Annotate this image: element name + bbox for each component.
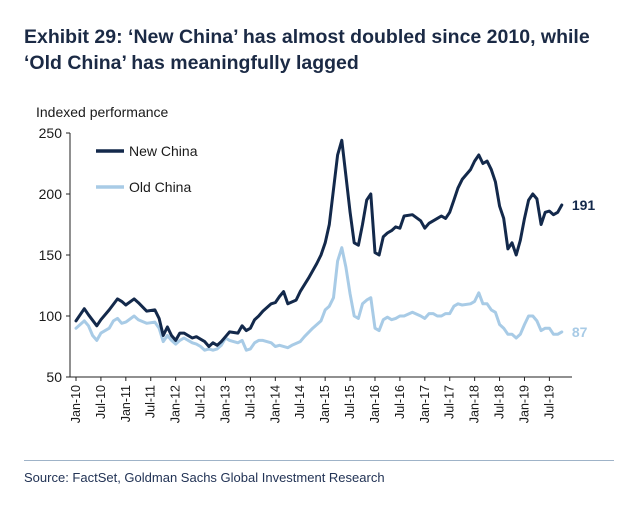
x-tick-label: Jul-12 <box>194 385 208 419</box>
page-title: Exhibit 29: ‘New China’ has almost doubl… <box>24 26 590 74</box>
x-tick-label: Jul-17 <box>443 385 457 419</box>
x-tick-label: Jan-12 <box>169 385 183 423</box>
chart-legend: New China Old China <box>96 143 198 195</box>
x-tick-label: Jan-18 <box>468 385 482 423</box>
y-axis-label: Indexed performance <box>36 104 169 120</box>
y-tick-label: 50 <box>46 369 62 385</box>
series-lines <box>74 138 564 352</box>
y-tick-label: 100 <box>39 308 63 324</box>
x-tick-label: Jan-13 <box>218 385 232 423</box>
footer-divider <box>24 460 614 461</box>
y-tick-label: 150 <box>39 247 63 263</box>
x-tick-label: Jul-14 <box>293 385 307 419</box>
legend-label-old-china: Old China <box>129 179 191 195</box>
y-tick-label: 250 <box>39 125 63 141</box>
chart-axes: 50 100 150 200 250 Jan-10 Jul-10 Jan-11 Jul-11 Ja… <box>39 125 572 423</box>
x-tick-label: Jul-18 <box>493 385 507 419</box>
x-tick-label: Jan-19 <box>517 385 531 423</box>
x-tick-label: Jul-19 <box>542 385 556 419</box>
x-tick-label: Jul-16 <box>393 385 407 419</box>
x-tick-label: Jan-17 <box>418 385 432 423</box>
end-label-old-china: 87 <box>572 324 588 340</box>
x-tick-label: Jul-10 <box>94 385 108 419</box>
legend-label-new-china: New China <box>129 143 198 159</box>
x-tick-label: Jan-10 <box>69 385 83 423</box>
x-tick-label: Jan-14 <box>268 385 282 423</box>
end-labels: 191 87 <box>572 197 596 340</box>
x-tick-label: Jan-16 <box>368 385 382 423</box>
series-line-old-china <box>74 246 564 352</box>
x-tick-label: Jul-11 <box>144 385 158 418</box>
x-tick-label: Jul-15 <box>343 385 357 419</box>
x-tick-label: Jul-13 <box>243 385 257 419</box>
end-label-new-china: 191 <box>572 197 596 213</box>
series-line-new-china <box>74 138 564 348</box>
y-tick-label: 200 <box>39 186 63 202</box>
source-note: Source: FactSet, Goldman Sachs Global In… <box>24 470 385 485</box>
x-tick-label: Jan-15 <box>318 385 332 423</box>
x-tick-label: Jan-11 <box>119 385 133 422</box>
